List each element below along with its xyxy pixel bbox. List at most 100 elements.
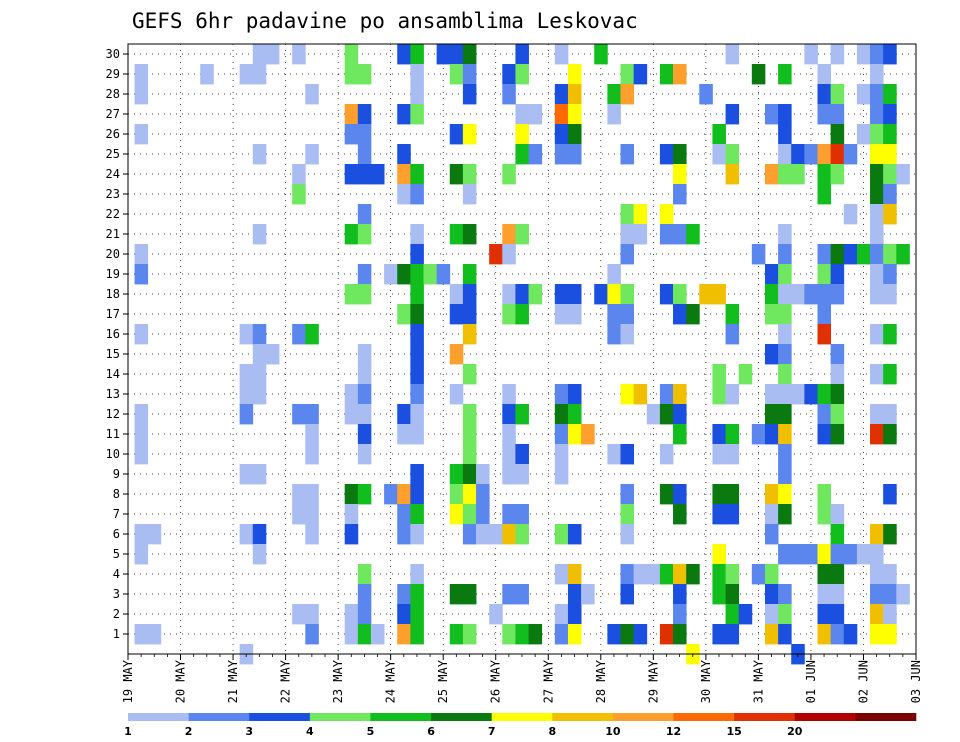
heatmap-cell <box>594 284 608 305</box>
heatmap-cell <box>725 324 740 345</box>
heatmap-cell <box>449 484 464 505</box>
heatmap-cell <box>397 484 411 505</box>
heatmap-cell <box>462 484 477 505</box>
heatmap-cell <box>725 424 740 445</box>
heatmap-cell <box>344 44 359 65</box>
heatmap-cell <box>502 504 516 525</box>
heatmap-cell <box>134 444 149 465</box>
heatmap-cell <box>357 104 372 125</box>
heatmap-cell <box>370 624 385 645</box>
heatmap-cell <box>554 624 569 645</box>
heatmap-cell <box>817 604 832 625</box>
heatmap-cell <box>410 164 424 185</box>
heatmap-cell <box>817 64 832 85</box>
heatmap-cell <box>646 404 661 425</box>
heatmap-cell <box>134 324 149 345</box>
heatmap-cell <box>673 564 687 585</box>
heatmap-cell <box>856 544 871 565</box>
y-tick-label: 2 <box>113 607 120 621</box>
heatmap-cell <box>462 624 477 645</box>
heatmap-cell <box>515 464 529 485</box>
heatmap-cell <box>134 264 149 285</box>
heatmap-cell <box>449 64 464 85</box>
heatmap-cell <box>567 424 582 445</box>
heatmap-cell <box>620 624 635 645</box>
x-axis: 19 MAY 20 MAY 21 MAY 22 MAY 23 MAY 24 MAY 25 M… <box>121 654 923 703</box>
heatmap-cell <box>567 104 582 125</box>
heatmap-cell <box>856 244 871 265</box>
heatmap-cell <box>751 424 766 445</box>
heatmap-cell <box>633 224 648 245</box>
heatmap-cell <box>712 484 726 505</box>
heatmap-cell <box>554 44 569 65</box>
heatmap-cell <box>870 284 884 305</box>
heatmap-cell <box>344 504 359 525</box>
heatmap-cell <box>778 484 792 505</box>
heatmap-cell <box>252 524 267 545</box>
heatmap-cell <box>764 524 779 545</box>
heatmap-cell <box>633 64 648 85</box>
x-tick-label: 01 JUN <box>804 660 818 703</box>
heatmap-cell <box>397 164 411 185</box>
heatmap-cell <box>830 524 845 545</box>
legend-swatch <box>794 713 856 721</box>
heatmap-cell <box>410 324 424 345</box>
heatmap-cell <box>134 64 149 85</box>
heatmap-cell <box>567 524 582 545</box>
y-tick-label: 15 <box>106 347 120 361</box>
heatmap-cell <box>476 504 490 525</box>
heatmap-cell <box>423 264 438 285</box>
heatmap-cell <box>515 104 529 125</box>
heatmap-cell <box>712 544 726 565</box>
heatmap-cell <box>502 284 516 305</box>
heatmap-cell <box>883 144 897 165</box>
legend-label: 3 <box>245 725 253 738</box>
y-tick-label: 24 <box>106 167 120 181</box>
heatmap-cell <box>791 284 805 305</box>
heatmap-cell <box>410 84 424 105</box>
heatmap-cell <box>410 504 424 525</box>
heatmap-cell <box>344 224 359 245</box>
heatmap-cell <box>738 604 753 625</box>
heatmap-cell <box>554 424 569 445</box>
heatmap-cell <box>515 124 529 145</box>
heatmap-cell <box>357 224 372 245</box>
heatmap-cell <box>883 264 897 285</box>
heatmap-cell <box>883 184 897 205</box>
heatmap-cell <box>870 124 884 145</box>
y-tick-label: 18 <box>106 287 120 301</box>
heatmap-cell <box>725 104 740 125</box>
heatmap-cell <box>554 124 569 145</box>
heatmap-cell <box>883 484 897 505</box>
heatmap-cell <box>751 564 766 585</box>
legend-label: 10 <box>605 725 621 738</box>
heatmap-cell <box>436 264 451 285</box>
heatmap-cell <box>633 384 648 405</box>
heatmap-cell <box>305 604 319 625</box>
heatmap-cell <box>462 304 477 325</box>
heatmap-cell <box>305 84 319 105</box>
heatmap-cell <box>462 284 477 305</box>
heatmap-cell <box>265 344 280 365</box>
heatmap-cell <box>476 464 490 485</box>
heatmap-cell <box>410 44 424 65</box>
heatmap-cell <box>489 524 503 545</box>
heatmap-cell <box>830 504 845 525</box>
legend-label: 4 <box>306 725 314 738</box>
heatmap-cell <box>567 584 582 605</box>
heatmap-cell <box>778 244 792 265</box>
y-tick-label: 16 <box>106 327 120 341</box>
heatmap-cell <box>778 124 792 145</box>
heatmap-cell <box>357 604 372 625</box>
heatmap-cell <box>870 64 884 85</box>
legend-label: 20 <box>787 725 803 738</box>
heatmap-cell <box>870 544 884 565</box>
heatmap-cell <box>764 284 779 305</box>
heatmap-cell <box>410 384 424 405</box>
heatmap-cell <box>292 184 306 205</box>
heatmap-cell <box>817 304 832 325</box>
heatmap-cell <box>620 564 635 585</box>
heatmap-cell <box>883 604 897 625</box>
heatmap-cell <box>515 64 529 85</box>
